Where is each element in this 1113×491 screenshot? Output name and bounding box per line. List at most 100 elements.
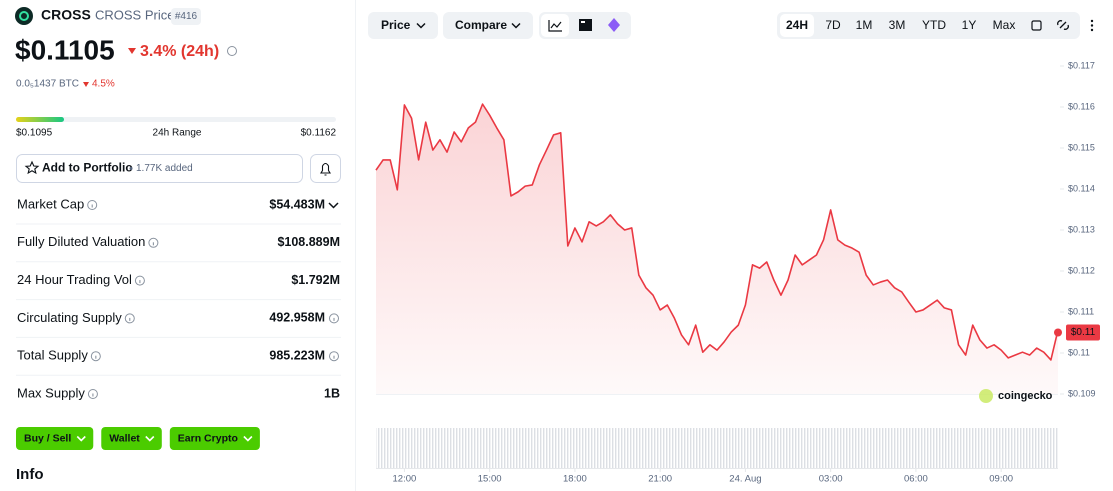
tradingview-button[interactable] [579, 19, 592, 31]
range-tab[interactable]: Max [993, 18, 1016, 32]
compare-tab[interactable] [443, 12, 533, 39]
chevron [145, 435, 155, 442]
stat-label: Total Supply [17, 348, 88, 363]
info-icon [124, 313, 135, 324]
y-tick-label: $0.114 [1068, 183, 1095, 193]
stat-value: 985.223M [269, 348, 325, 362]
more-button-dot [1090, 24, 1094, 27]
btc-change: 4.5% [92, 79, 115, 90]
stats-table: Market Cap $54.483M Fully Diluted Valuatio… [16, 196, 341, 400]
stat-label: Circulating Supply [17, 310, 122, 325]
bell-icon [320, 162, 331, 176]
stat-label: 24 Hour Trading Vol [17, 272, 132, 287]
x-tick-label: 03:00 [819, 474, 843, 485]
range-low: $0.1095 [16, 128, 53, 139]
chevron [76, 435, 86, 442]
info-icon [148, 237, 159, 248]
range-tab[interactable]: 7D [825, 18, 841, 32]
share-button[interactable] [1057, 20, 1069, 30]
stat-value: $54.483M [269, 197, 325, 211]
y-tick-label: $0.11 [1068, 347, 1090, 357]
stat-value: $108.889M [277, 235, 340, 249]
alert-button[interactable] [310, 154, 341, 183]
y-tick-label: $0.116 [1068, 101, 1095, 111]
range-tab[interactable]: 1M [856, 18, 873, 32]
y-tick-label: $0.115 [1068, 142, 1095, 152]
info-icon [87, 389, 98, 399]
x-tick-label: 18:00 [563, 474, 587, 485]
action-label: Earn Crypto [178, 432, 238, 444]
price-tab-label: Price [381, 18, 411, 32]
y-tick-label: $0.109 [1068, 388, 1096, 398]
stat-label: Fully Diluted Valuation [17, 234, 145, 249]
action-label: Wallet [109, 432, 140, 444]
info-icon [329, 351, 339, 362]
add-portfolio-label: Add to Portfolio [42, 161, 133, 175]
star-icon [24, 160, 40, 175]
stat-label: Max Supply [17, 385, 85, 400]
price-chart: $0.117 $0.116 $0.115 $0.114 $0.113 $0.112 $0.1… [375, 60, 1100, 485]
rank: #416 [175, 11, 198, 22]
x-tick-label: 06:00 [904, 474, 928, 485]
chevron[interactable] [328, 202, 339, 209]
y-tick-label: $0.112 [1068, 265, 1095, 275]
separator-dot [129, 167, 133, 170]
chevron [416, 22, 426, 29]
rank-badge [171, 8, 201, 25]
range-tab[interactable]: 3M [889, 18, 906, 32]
down-arrow [128, 48, 136, 54]
coin-symbol: CROSS [41, 7, 91, 23]
watermark: coingecko [998, 390, 1053, 402]
current-price-dot [1054, 328, 1062, 337]
action-button[interactable] [101, 427, 162, 450]
range-tab[interactable]: 1Y [962, 18, 977, 32]
x-tick-label: 24. Aug [729, 474, 761, 485]
coin-name: CROSS Price [95, 7, 174, 22]
y-tick-label: $0.113 [1068, 224, 1095, 234]
x-tick-label: 12:00 [393, 474, 417, 485]
action-button[interactable] [16, 427, 94, 450]
watermark-logo [979, 389, 993, 403]
price: $0.1105 [15, 34, 115, 65]
y-tick-label: $0.117 [1068, 60, 1095, 70]
range-tab-selected[interactable] [780, 14, 814, 37]
current-price-label: $0.11 [1071, 327, 1096, 338]
action-label: Buy / Sell [24, 432, 71, 444]
info-icon [329, 313, 339, 324]
info-heading: Info [16, 466, 44, 483]
purple-button[interactable] [608, 18, 620, 32]
chevron [243, 435, 253, 442]
range-tab-list: 24H 7D 1M 3M YTD 1Y Max [780, 14, 1015, 37]
tradingview-icon [581, 21, 585, 23]
coin-logo [15, 7, 33, 25]
range-tabs [777, 12, 1080, 39]
info-icon [90, 351, 101, 362]
range-high: $0.1162 [301, 128, 337, 139]
current-price-badge [1066, 324, 1100, 341]
range-label: 24h Range [153, 128, 202, 139]
x-tick-label: 15:00 [478, 474, 502, 485]
more-button-dot [1090, 28, 1094, 32]
stat-value: 1B [324, 386, 340, 400]
info-icon [227, 46, 237, 56]
price-line [375, 103, 1059, 361]
range-tab[interactable]: YTD [922, 18, 946, 32]
calendar-button[interactable] [1031, 20, 1042, 31]
action-button[interactable] [169, 427, 260, 450]
stat-label: Market Cap [17, 196, 84, 211]
x-tick-label: 21:00 [648, 474, 672, 485]
range-tab[interactable]: 24H [786, 18, 808, 32]
compare-tab-label: Compare [455, 18, 507, 32]
more-button[interactable] [1090, 19, 1094, 23]
range-fill [16, 117, 64, 122]
line-chart-icon [548, 20, 562, 32]
x-tick-label: 09:00 [989, 474, 1013, 485]
price-tab[interactable] [368, 12, 438, 39]
add-portfolio-button[interactable] [16, 154, 303, 183]
y-tick-label: $0.111 [1068, 306, 1094, 316]
btc-price: 0.0₅1437 BTC [16, 79, 79, 90]
info-icon [87, 200, 98, 210]
info-icon [134, 275, 145, 286]
chevron [511, 22, 521, 29]
stat-value: $1.792M [291, 273, 340, 287]
